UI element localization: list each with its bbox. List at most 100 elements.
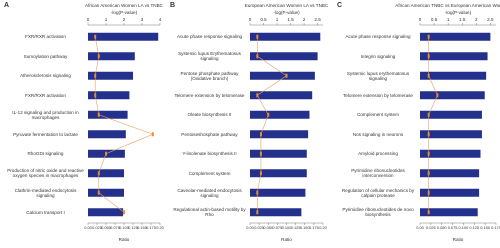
- category-label-box: Y-linolenate biosynthesis II: [182, 151, 237, 157]
- bar: [250, 130, 309, 139]
- ratio-point: [259, 132, 262, 137]
- category-label-box: RhoGDI signaling: [27, 151, 64, 157]
- ratio-point: [427, 190, 430, 195]
- bottom-tick-label: 0.00: [246, 225, 254, 230]
- ratio-point: [256, 190, 259, 195]
- ratio-point: [94, 34, 97, 39]
- top-axis-label: -log(P-value): [273, 10, 300, 15]
- top-tick-label: 0: [419, 17, 422, 22]
- category-label-box: Pyrimidine ribonucleotides de novo biosy…: [342, 207, 414, 218]
- bar: [420, 169, 480, 178]
- bar: [250, 208, 302, 217]
- bottom-axis-label: Ratio: [119, 237, 130, 242]
- category-label-box: Caveolar-mediated endocytosis signaling: [177, 188, 241, 198]
- ratio-point: [94, 73, 97, 78]
- ratio-point: [427, 34, 430, 39]
- bottom-tick-label: 0.175: [309, 225, 319, 230]
- bottom-tick-label: 0.025: [254, 225, 264, 230]
- top-tick-label: 3: [141, 17, 144, 22]
- bar: [420, 32, 491, 41]
- top-tick-label: 1.5: [287, 17, 294, 22]
- panel: A African American Women LA vs TNBC -log(P…: [4, 2, 165, 242]
- ratio-point: [256, 54, 259, 59]
- bar: [420, 188, 480, 197]
- panel: B European American Women LA vs TNBC -log(…: [170, 2, 329, 242]
- bottom-tick-label: 0.075: [448, 225, 458, 230]
- ratio-point: [97, 190, 100, 195]
- chart-title: European American Women LA vs TNBC: [245, 3, 329, 8]
- category-label-box: Production of nitric oxide and reactive …: [7, 168, 84, 178]
- category-label: Pyrimidine ribonucleotides interconversi…: [351, 168, 405, 179]
- category-label: Systemic lupus erythematosus signaling: [346, 70, 410, 81]
- bar: [250, 149, 307, 158]
- top-tick-label: 0: [249, 17, 252, 22]
- category-label-box: Pentose phosphate pathway (Oxidative bra…: [180, 70, 239, 81]
- bottom-tick-label: 0.175: [146, 225, 156, 230]
- ratio-point: [256, 34, 259, 39]
- ratio-point: [427, 171, 430, 176]
- bottom-tick-label: 0.025: [92, 225, 102, 230]
- bottom-axis-label: Ratio: [281, 237, 292, 242]
- bar: [420, 208, 478, 217]
- category-label-box: Clathrin-mediated endocytosis signaling: [15, 188, 77, 198]
- category-label-box: Sumoylation pathway: [24, 54, 68, 59]
- top-tick-label: 2: [123, 17, 126, 22]
- category-label-box: Regulational actin-based motility by Rho: [173, 207, 246, 218]
- panel-label: A: [4, 2, 9, 9]
- bottom-tick-label: 0.150: [137, 225, 148, 230]
- category-label-box: Pentoseshosphate pathway: [181, 132, 237, 137]
- ratio-point: [436, 93, 439, 98]
- ratio-point: [427, 151, 430, 156]
- bar: [88, 208, 124, 217]
- bottom-tick-label: 0.075: [273, 225, 283, 230]
- category-label: RhoGDI signaling: [27, 151, 64, 157]
- bottom-tick-label: 0.00: [416, 225, 424, 230]
- category-label-box: Telomere extension by telomerase: [343, 93, 413, 98]
- top-tick-label: 0: [87, 17, 90, 22]
- panel-label: C: [337, 2, 342, 9]
- category-label-box: Regulation of cellular mechanics by calp…: [342, 188, 414, 198]
- ratio-point: [267, 112, 270, 117]
- category-label: Pyruvate fermentation to lactate: [13, 131, 78, 137]
- top-tick-label: 1: [447, 17, 450, 22]
- category-label: Complement system: [188, 170, 231, 176]
- bottom-tick-label: 0.150: [480, 225, 491, 230]
- category-label: Pentose phosphate pathway (Oxidative bra…: [180, 70, 239, 81]
- category-label-box: Complement system: [188, 170, 231, 176]
- bottom-tick-label: 0.025: [426, 225, 436, 230]
- top-tick-label: 2: [303, 17, 306, 22]
- top-tick-label: 4: [159, 17, 162, 22]
- category-label: Y-linolenate biosynthesis II: [182, 151, 237, 157]
- category-label-box: IL-12 signaling and production in macrop…: [12, 110, 78, 120]
- bottom-tick-label: 0.100: [282, 225, 293, 230]
- bar: [420, 130, 482, 139]
- category-label-box: Acute phase response signaling: [345, 34, 410, 39]
- bottom-tick-label: 0.075: [110, 225, 120, 230]
- panel-label: B: [170, 2, 175, 9]
- ratio-line: [256, 36, 288, 213]
- category-label-box: Systemic lupus erythematosus signaling: [346, 70, 410, 81]
- top-tick-label: 0.5: [431, 17, 438, 22]
- category-label-box: Integrin signaling: [361, 54, 396, 59]
- bottom-axis-label: Ratio: [453, 237, 464, 242]
- bottom-tick-label: 0.050: [101, 225, 112, 230]
- ratio-line: [94, 36, 154, 213]
- top-tick-label: 2: [475, 17, 478, 22]
- ratio-point: [97, 112, 100, 117]
- top-tick-label: 2.5: [487, 17, 494, 22]
- category-label: Pyrimidine ribonucleotides de novo biosy…: [342, 207, 414, 218]
- category-label: Telomere extension by telomerase: [174, 92, 245, 98]
- ratio-point: [123, 210, 125, 215]
- bar: [250, 169, 307, 178]
- bottom-tick-label: 0.175: [491, 225, 500, 230]
- bar: [250, 91, 313, 100]
- category-label-box: FXR/RXR activation: [25, 93, 66, 98]
- category-label-box: Calcium transport I: [26, 210, 65, 215]
- bottom-tick-label: 0.050: [263, 225, 274, 230]
- category-label: Regulational actin-based motility by Rho: [173, 207, 246, 218]
- ratio-point: [285, 73, 288, 78]
- bottom-tick-label: 0.050: [437, 225, 448, 230]
- bar: [420, 71, 487, 80]
- panel: C African American TNBC vs European Ameri…: [337, 2, 500, 242]
